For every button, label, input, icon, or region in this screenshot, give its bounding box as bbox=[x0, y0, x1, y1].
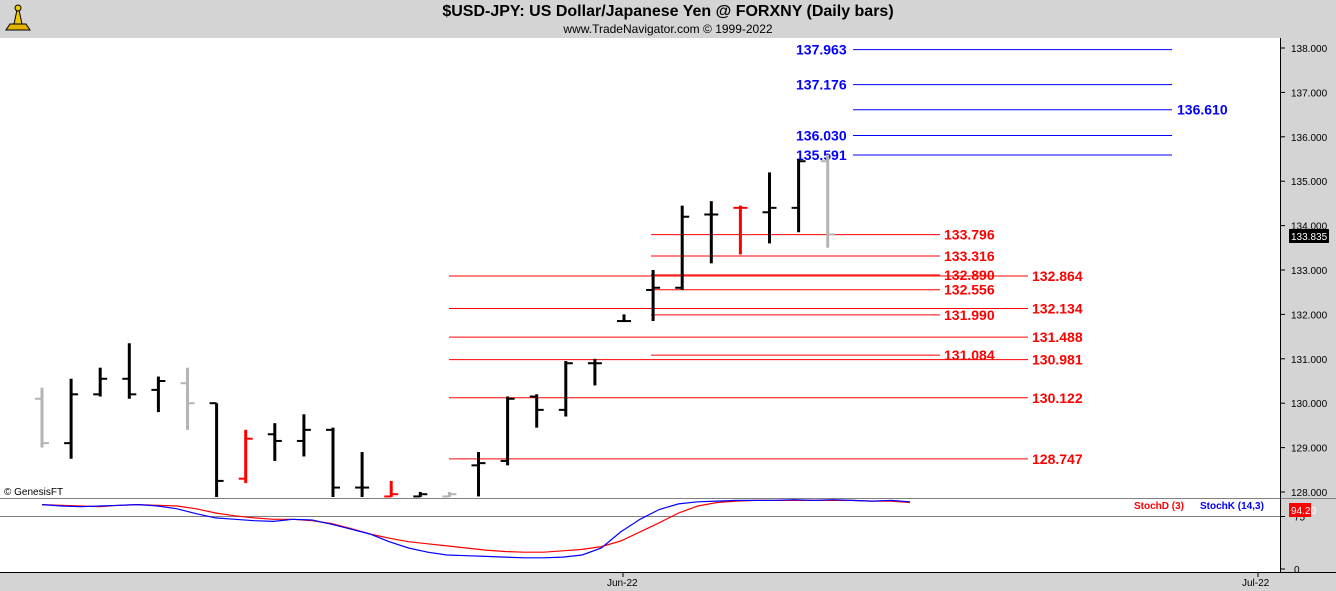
ohlc-bar bbox=[413, 492, 428, 498]
ohlc-bar bbox=[820, 154, 835, 248]
watermark: © GenesisFT bbox=[4, 487, 63, 498]
ohlc-bar bbox=[180, 367, 195, 430]
chart-subtitle: www.TradeNavigator.com © 1999-2022 bbox=[563, 22, 773, 36]
ohlc-bar bbox=[529, 394, 544, 428]
support-label: 132.890 bbox=[944, 267, 995, 283]
ohlc-bar bbox=[93, 367, 108, 397]
ohlc-bar bbox=[384, 480, 399, 498]
support-label: 131.084 bbox=[944, 347, 995, 363]
support-label: 133.316 bbox=[944, 248, 995, 264]
stochastic-panel bbox=[0, 499, 1280, 572]
stoch-series-line bbox=[41, 499, 911, 559]
y-tick-label: 138.000 bbox=[1291, 44, 1328, 55]
ohlc-bar bbox=[64, 378, 79, 459]
stoch-tick-label: 0 bbox=[1294, 565, 1300, 576]
price-bars bbox=[35, 154, 835, 498]
y-tick-label: 135.000 bbox=[1291, 177, 1328, 188]
ohlc-bar bbox=[762, 172, 777, 244]
ohlc-bar bbox=[733, 205, 748, 255]
price-panel bbox=[0, 38, 1280, 498]
ohlc-bar bbox=[35, 387, 49, 448]
ohlc-bar bbox=[646, 270, 661, 322]
last-stoch-label: 94.20 bbox=[1291, 506, 1316, 517]
support-label: 132.556 bbox=[944, 282, 995, 298]
ohlc-bar bbox=[267, 423, 282, 461]
last-stoch-tag: 94.20 bbox=[1289, 503, 1316, 517]
support-label: 132.864 bbox=[1032, 268, 1083, 284]
chart-header: $USD-JPY: US Dollar/Japanese Yen @ FORXN… bbox=[0, 0, 1336, 38]
ohlc-bar bbox=[791, 159, 806, 233]
resistance-label: 136.610 bbox=[1177, 102, 1228, 118]
price-axis: 128.000 129.000 130.000 131.000 132.000 133.0… bbox=[1280, 44, 1328, 499]
support-label: 133.796 bbox=[944, 227, 995, 243]
y-tick-label: 134.000 bbox=[1291, 222, 1328, 233]
ohlc-bar bbox=[617, 314, 631, 323]
ohlc-bar bbox=[326, 427, 340, 497]
ohlc-bar bbox=[704, 201, 719, 264]
support-label: 132.134 bbox=[1032, 300, 1083, 316]
y-tick-label: 130.000 bbox=[1291, 399, 1328, 410]
ohlc-bar bbox=[238, 429, 253, 484]
ohlc-bar bbox=[558, 361, 573, 417]
ohlc-bar bbox=[151, 376, 166, 413]
levels-layer: 137.963 137.176 136.610 136.030 135.591 133.7… bbox=[449, 42, 1228, 467]
ohlc-bar bbox=[355, 452, 370, 497]
y-tick-label: 132.000 bbox=[1291, 310, 1328, 321]
y-tick-label: 128.000 bbox=[1291, 488, 1328, 499]
ohlc-bar bbox=[587, 358, 602, 386]
y-tick-label: 136.000 bbox=[1291, 133, 1328, 144]
stochastic-lines: 0 75 bbox=[0, 499, 1306, 576]
y-tick-label: 137.000 bbox=[1291, 88, 1328, 99]
chart-title: $USD-JPY: US Dollar/Japanese Yen @ FORXN… bbox=[442, 3, 894, 20]
stoch-tick-label: 75 bbox=[1294, 513, 1306, 524]
support-label: 131.990 bbox=[944, 307, 995, 323]
support-label: 130.122 bbox=[1032, 390, 1083, 406]
ohlc-bar bbox=[209, 402, 224, 497]
support-label: 131.488 bbox=[1032, 329, 1083, 345]
date-axis: Jun-22 Jul-22 bbox=[607, 572, 1270, 589]
resistance-label: 137.176 bbox=[796, 77, 847, 93]
x-tick-label: Jul-22 bbox=[1242, 578, 1270, 589]
legend-stoch-k: StochK (14,3) bbox=[1200, 501, 1264, 512]
legend-stoch-d: StochD (3) bbox=[1134, 501, 1184, 512]
support-label: 130.981 bbox=[1032, 352, 1083, 368]
y-tick-label: 133.000 bbox=[1291, 266, 1328, 277]
genesis-logo-icon bbox=[2, 2, 34, 34]
y-tick-label: 129.000 bbox=[1291, 444, 1328, 455]
ohlc-bar bbox=[122, 343, 137, 399]
resistance-label: 137.963 bbox=[796, 42, 847, 58]
ohlc-bar bbox=[471, 452, 486, 497]
ohlc-bar bbox=[500, 396, 515, 466]
y-tick-label: 131.000 bbox=[1291, 355, 1328, 366]
last-price-label: 133.835 bbox=[1291, 232, 1328, 243]
last-price-tag: 133.835 bbox=[1289, 229, 1329, 243]
ohlc-bar bbox=[442, 492, 457, 498]
resistance-label: 135.591 bbox=[796, 147, 847, 163]
ohlc-bar bbox=[675, 205, 690, 290]
resistance-label: 136.030 bbox=[796, 127, 847, 143]
ohlc-bar bbox=[296, 414, 311, 457]
x-tick-label: Jun-22 bbox=[607, 578, 638, 589]
support-label: 128.747 bbox=[1032, 451, 1083, 467]
